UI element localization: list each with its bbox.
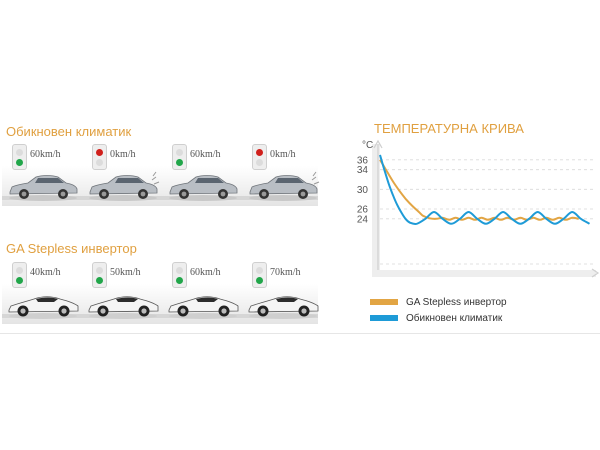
speed-label: 70km/h bbox=[270, 267, 301, 278]
light-bottom bbox=[176, 159, 183, 166]
light-bottom bbox=[256, 159, 263, 166]
section-title-regular: Обикновен климатик bbox=[6, 124, 132, 139]
legend-label: GA Stepless инвертор bbox=[406, 297, 507, 308]
speed-label: 50km/h bbox=[110, 267, 141, 278]
sedan-car-icon bbox=[6, 170, 80, 202]
y-axis-band bbox=[372, 144, 380, 274]
y-tick-label: 30 bbox=[357, 185, 369, 196]
traffic-light-icon bbox=[12, 262, 27, 288]
car-row-inverter: 40km/h 50km/h 60km/h 70km/h bbox=[2, 262, 319, 332]
light-top bbox=[16, 267, 23, 274]
y-tick-label: 26 bbox=[357, 205, 369, 216]
speed-label: 60km/h bbox=[190, 149, 221, 160]
light-top bbox=[176, 267, 183, 274]
legend-swatch bbox=[370, 315, 398, 321]
y-tick-label: 24 bbox=[357, 214, 369, 225]
x-axis-arrow bbox=[591, 268, 600, 278]
light-bottom bbox=[16, 277, 23, 284]
light-top bbox=[176, 149, 183, 156]
traffic-light-icon bbox=[252, 144, 267, 170]
legend-label: Обикновен климатик bbox=[406, 312, 503, 324]
traffic-light-icon bbox=[92, 262, 107, 288]
sedan-car-icon bbox=[166, 170, 240, 202]
speed-label: 0km/h bbox=[270, 149, 296, 160]
y-tick-label: 34 bbox=[357, 165, 369, 176]
road-floor bbox=[2, 314, 318, 318]
speed-label: 60km/h bbox=[190, 267, 221, 278]
sports-car-icon bbox=[166, 288, 240, 320]
series-line-inverter bbox=[379, 159, 579, 221]
y-axis-arrow bbox=[373, 139, 383, 149]
sports-car-icon bbox=[6, 288, 80, 320]
y-tick-label: 36 bbox=[357, 155, 369, 166]
car-row-regular: 60km/h 0km/h 60km/h 0km/h bbox=[2, 144, 320, 214]
car-cell: 0km/h bbox=[84, 144, 162, 214]
sedan-car-icon bbox=[86, 170, 160, 202]
traffic-light-icon bbox=[12, 144, 27, 170]
light-top bbox=[96, 149, 103, 156]
traffic-light-icon bbox=[172, 262, 187, 288]
car-cell: 60km/h bbox=[4, 144, 82, 214]
series-line-regular bbox=[379, 154, 591, 225]
light-top bbox=[256, 267, 263, 274]
light-bottom bbox=[96, 277, 103, 284]
speed-label: 0km/h bbox=[110, 149, 136, 160]
light-bottom bbox=[176, 277, 183, 284]
section-title-inverter: GA Stepless инвертор bbox=[6, 241, 137, 256]
sports-car-icon bbox=[86, 288, 160, 320]
traffic-light-icon bbox=[172, 144, 187, 170]
light-top bbox=[16, 149, 23, 156]
traffic-light-icon bbox=[92, 144, 107, 170]
divider-line bbox=[0, 333, 600, 334]
sports-car-icon bbox=[246, 288, 320, 320]
speed-label: 60km/h bbox=[30, 149, 61, 160]
car-cell: 40km/h bbox=[4, 262, 82, 332]
sedan-car-icon bbox=[246, 170, 320, 202]
light-bottom bbox=[96, 159, 103, 166]
car-cell: 50km/h bbox=[84, 262, 162, 332]
y-axis-label: °C bbox=[362, 140, 373, 151]
light-top bbox=[256, 149, 263, 156]
car-cell: 60km/h bbox=[164, 144, 242, 214]
speed-label: 40km/h bbox=[30, 267, 61, 278]
traffic-light-icon bbox=[252, 262, 267, 288]
chart-title: ТЕМПЕРАТУРНА КРИВА bbox=[374, 121, 524, 136]
light-bottom bbox=[16, 159, 23, 166]
light-top bbox=[96, 267, 103, 274]
car-cell: 60km/h bbox=[164, 262, 242, 332]
light-bottom bbox=[256, 277, 263, 284]
road-floor bbox=[2, 196, 318, 200]
car-cell: 70km/h bbox=[244, 262, 322, 332]
x-axis-band bbox=[372, 270, 596, 277]
legend-swatch bbox=[370, 299, 398, 305]
car-cell: 0km/h bbox=[244, 144, 322, 214]
